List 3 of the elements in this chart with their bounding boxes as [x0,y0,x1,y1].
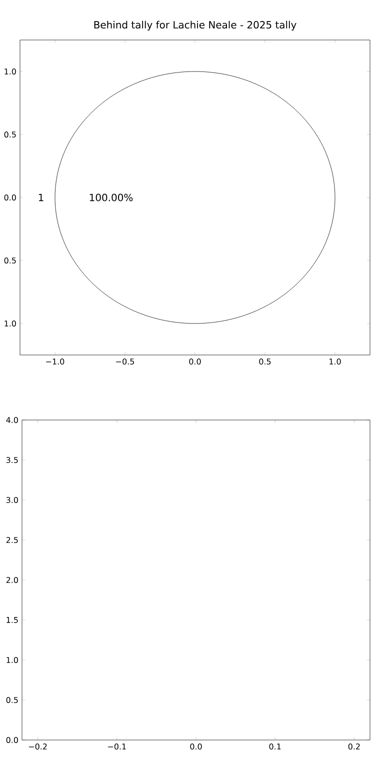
slice-label: 1 [38,194,44,202]
data-label: 100.00% [90,194,133,202]
chart-title: Behind tally for Lachie Neale - 2025 tally [94,20,296,30]
